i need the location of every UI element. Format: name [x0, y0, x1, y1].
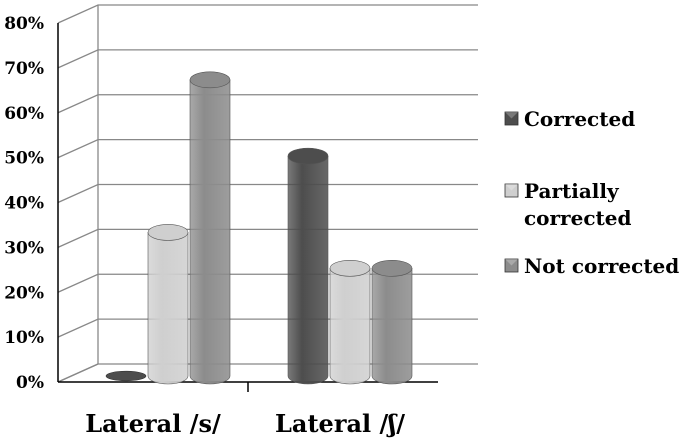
- legend-item: Corrected: [504, 107, 635, 131]
- floor-left-edge: [57, 363, 99, 383]
- gridline: [57, 183, 478, 204]
- y-tick-label: 60%: [4, 104, 44, 124]
- x-category-label: Lateral /ʃ/: [275, 409, 405, 438]
- y-tick-label: 50%: [4, 149, 44, 169]
- gridline: [57, 138, 478, 159]
- bar: [287, 147, 329, 385]
- legend-label: Corrected: [524, 107, 635, 131]
- legend-swatch: [504, 111, 519, 126]
- legend-label: Partially: [524, 179, 620, 203]
- gridline: [57, 49, 478, 69]
- gridlines: [57, 4, 478, 383]
- legend-swatch: [504, 183, 519, 198]
- legend-item: Not corrected: [504, 254, 679, 278]
- gridline: [57, 94, 478, 114]
- legend-item: Partially corrected: [504, 179, 631, 230]
- y-tick-label: 70%: [4, 59, 44, 79]
- bar: [105, 370, 147, 382]
- x-category-label: Lateral /s/: [85, 409, 221, 438]
- bar: [329, 259, 371, 385]
- legend-swatch-bevel: [505, 184, 518, 191]
- gridline: [57, 228, 478, 248]
- y-tick-label: 20%: [4, 283, 44, 303]
- legend: Corrected Partially corrected Not corrected: [504, 107, 679, 278]
- y-tick-label: 80%: [4, 14, 44, 34]
- bar: [189, 71, 231, 385]
- gridline: [57, 4, 478, 24]
- bars: [105, 71, 413, 385]
- bar: [147, 224, 189, 385]
- y-tick-label: 40%: [4, 194, 44, 214]
- axes: [57, 5, 438, 392]
- legend-swatch-bevel: [505, 112, 518, 119]
- legend-swatch-bevel: [505, 259, 518, 266]
- legend-label: corrected: [524, 206, 631, 230]
- gridline: [57, 318, 478, 338]
- gridline: [57, 273, 478, 293]
- legend-swatch: [504, 258, 519, 273]
- y-tick-label: 30%: [4, 238, 44, 258]
- y-tick-labels: 0% 10% 20% 30% 40% 50% 60% 70% 80%: [4, 14, 44, 393]
- legend-label: Not corrected: [524, 254, 679, 278]
- bar: [371, 259, 413, 385]
- y-tick-label: 10%: [4, 328, 44, 348]
- category-labels: Lateral /s/Lateral /ʃ/: [85, 409, 405, 438]
- y-tick-label: 0%: [16, 373, 44, 393]
